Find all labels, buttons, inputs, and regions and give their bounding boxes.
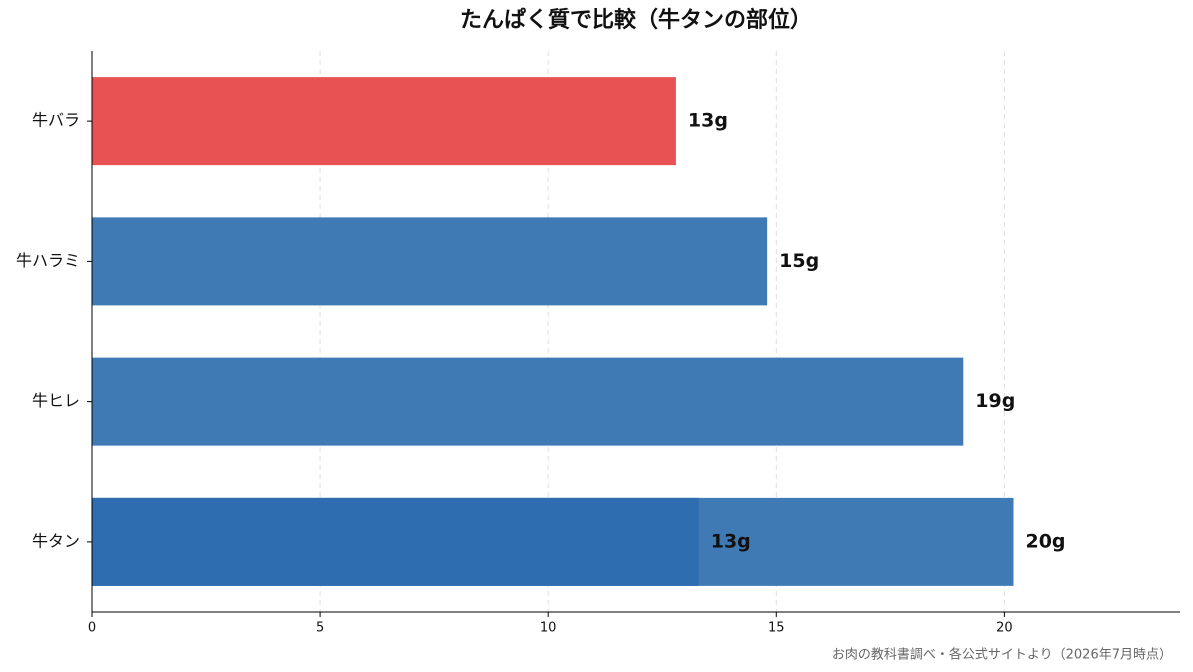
bar	[92, 497, 699, 586]
y-tick-label: 牛ハラミ	[16, 251, 80, 270]
bar	[92, 77, 676, 166]
source-note: お肉の教科書調べ・各公式サイトより（2026年7月時点）	[832, 647, 1172, 663]
x-tick-label: 10	[540, 621, 557, 636]
value-label: 13g	[688, 110, 728, 132]
y-tick-label: 牛バラ	[32, 111, 80, 130]
bar	[92, 217, 768, 306]
chart-title: たんぱく質で比較（牛タンの部位）	[460, 7, 812, 33]
y-tick-label: 牛タン	[32, 531, 80, 550]
bar	[92, 357, 964, 446]
x-tick-label: 20	[996, 621, 1013, 636]
value-label: 15g	[779, 250, 819, 272]
value-label: 20g	[1025, 530, 1065, 552]
x-tick-label: 0	[88, 621, 96, 636]
value-label: 13g	[711, 530, 751, 552]
y-tick-label: 牛ヒレ	[32, 391, 80, 410]
value-label: 19g	[975, 390, 1015, 412]
x-tick-label: 5	[316, 621, 324, 636]
x-tick-label: 15	[768, 621, 785, 636]
